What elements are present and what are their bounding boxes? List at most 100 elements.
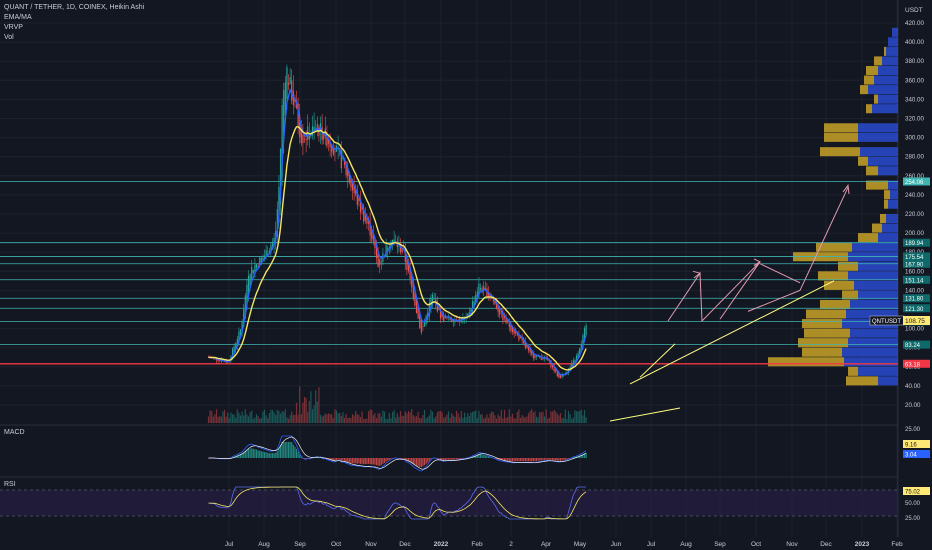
candle-body xyxy=(327,139,330,144)
volume-bar xyxy=(220,416,222,423)
macd-histogram-bar xyxy=(535,458,538,462)
volume-bar xyxy=(468,416,470,423)
candle-body xyxy=(529,348,531,353)
volume-bar xyxy=(345,414,347,423)
candle-body xyxy=(361,206,363,210)
volume-bar xyxy=(491,411,493,423)
profile-bar-down xyxy=(818,271,848,281)
candle-body xyxy=(444,317,446,319)
macd-histogram-bar xyxy=(353,458,355,464)
volume-bar xyxy=(505,417,507,423)
volume-bar xyxy=(515,418,517,423)
volume-bar xyxy=(575,411,578,423)
volume-bar xyxy=(321,416,323,423)
macd-histogram-bar xyxy=(427,458,429,463)
profile-bar-down xyxy=(842,290,858,300)
candle-body xyxy=(473,301,475,307)
macd-histogram-bar xyxy=(347,458,349,463)
candle-body xyxy=(443,315,445,322)
profile-bar-down xyxy=(816,242,852,252)
macd-histogram-bar xyxy=(454,458,456,460)
chart-legend: QUANT / TETHER, 1D, COINEX, Heikin Ashi … xyxy=(4,3,144,43)
price-levels xyxy=(0,181,898,365)
volume-bar xyxy=(254,417,256,423)
candle-body xyxy=(283,90,285,141)
price-tick-label: 100.00 xyxy=(905,326,924,333)
price-tick-label: 280.00 xyxy=(905,154,924,161)
level-tag-bg xyxy=(903,304,930,313)
candle-body xyxy=(531,350,533,355)
volume-bar xyxy=(583,410,586,423)
volume-bar xyxy=(287,418,290,423)
candle-body xyxy=(492,297,494,302)
volume-bar xyxy=(231,414,234,423)
macd-histogram-bar xyxy=(375,458,378,466)
macd-histogram-bar xyxy=(534,458,536,462)
volume-bar xyxy=(279,413,282,423)
volume-bar xyxy=(579,411,581,423)
rsi-title[interactable]: RSI xyxy=(4,481,16,488)
volume-bar xyxy=(239,415,242,423)
candle-body xyxy=(574,360,576,364)
indicator-vrvp[interactable]: VRVP xyxy=(4,24,23,31)
candle-body xyxy=(483,286,485,290)
volume-bar xyxy=(401,415,403,423)
macd-histogram-bar xyxy=(316,457,318,458)
volume-bar xyxy=(407,410,410,423)
candle-body xyxy=(302,134,304,144)
macd-histogram-bar xyxy=(247,448,250,458)
macd-histogram-bar xyxy=(559,458,562,461)
volume-bar xyxy=(395,417,397,423)
macd-histogram-bar xyxy=(555,458,557,461)
candle-body xyxy=(519,336,522,339)
macd-title[interactable]: MACD xyxy=(4,429,25,436)
candle-body xyxy=(385,244,387,257)
symbol-title[interactable]: QUANT / TETHER, 1D, COINEX, Heikin Ashi xyxy=(4,4,145,11)
macd-histogram-bar xyxy=(475,455,477,458)
macd-histogram-bar xyxy=(271,453,274,458)
volume-trendline xyxy=(609,407,681,422)
macd-histogram-bar xyxy=(564,458,566,460)
volume-bar xyxy=(276,409,278,423)
time-tick-label: Aug xyxy=(680,541,692,548)
macd-histogram-bar xyxy=(515,458,517,462)
macd-histogram-bar xyxy=(308,458,310,459)
indicator-ema-ma[interactable]: EMA/MA xyxy=(4,14,32,21)
volume-bar xyxy=(564,409,566,423)
candle-body xyxy=(291,80,293,101)
volume-bar xyxy=(364,418,366,423)
price-axis[interactable]: 420.00 400.00 380.00 360.00 340.00 320.00 300.… xyxy=(905,20,924,409)
indicator-vol[interactable]: Vol xyxy=(4,34,14,41)
volume-bar xyxy=(563,417,565,423)
macd-histogram-bar xyxy=(270,453,272,458)
volume-bar xyxy=(537,417,539,423)
macd-histogram-bar xyxy=(476,454,478,458)
candle-body xyxy=(372,233,374,242)
macd-histogram-bar xyxy=(331,458,333,461)
volume-bar xyxy=(438,411,440,423)
volume-bar xyxy=(558,415,560,423)
profile-bar-up xyxy=(868,85,898,95)
time-axis[interactable]: Jul Aug Sep Oct Nov Dec 2022 Feb 2 Apr May Jun Jul Au… xyxy=(225,541,903,548)
profile-bar-up xyxy=(852,242,898,252)
volume-bar xyxy=(527,413,530,423)
candle-body xyxy=(259,257,261,267)
macd-histogram-bar xyxy=(529,458,531,462)
volume-bar xyxy=(246,414,248,423)
volume-bar xyxy=(561,418,563,423)
trendline xyxy=(639,343,676,378)
candle-body xyxy=(511,327,514,333)
candle-body xyxy=(540,356,542,360)
macd-histogram-bar xyxy=(423,458,426,466)
profile-bar-up xyxy=(882,223,898,233)
time-tick-label: Nov xyxy=(365,541,377,548)
arrow-head xyxy=(692,270,702,279)
macd-histogram-bar xyxy=(428,458,430,461)
macd-histogram-bar xyxy=(489,457,491,458)
macd-histogram-bar xyxy=(439,458,442,460)
macd-histogram-bar xyxy=(414,458,416,465)
volume-bar xyxy=(227,412,229,423)
macd-histogram-bar xyxy=(236,455,238,458)
volume-bar xyxy=(299,386,301,423)
